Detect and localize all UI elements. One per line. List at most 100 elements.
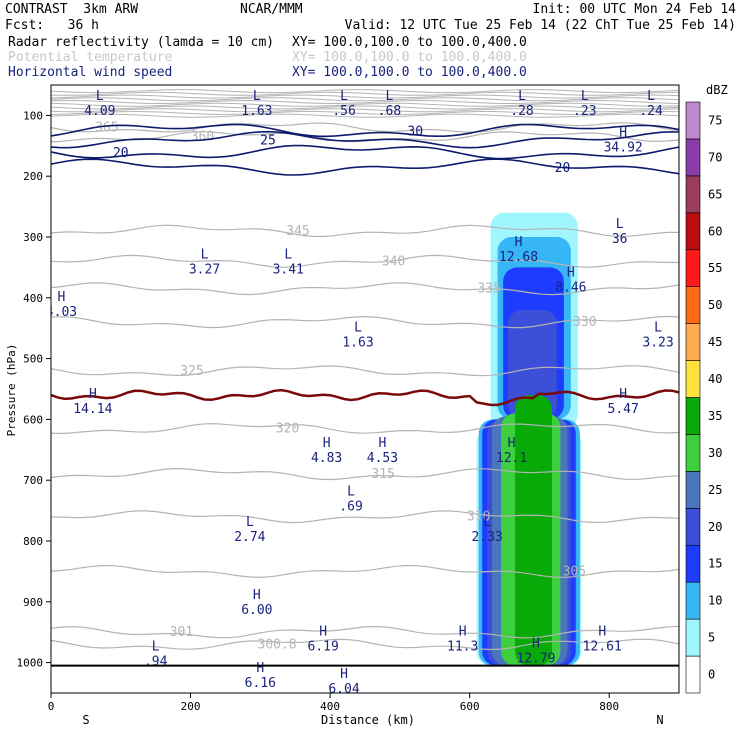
y-tick-label-400: 400: [23, 292, 43, 305]
colorbar-swatch-50: [685, 286, 701, 324]
extremum-H-20-value: 12.1: [496, 451, 527, 466]
extremum-H-30-letter: H: [256, 661, 264, 676]
upper-theta-line-0: [51, 89, 679, 94]
extremum-H-26-value: 11.3: [447, 639, 478, 654]
extremum-H-20-letter: H: [508, 436, 516, 451]
extremum-L-6-value: .24: [639, 104, 663, 119]
colorbar-label-75: 75: [708, 113, 722, 127]
y-tick-label-500: 500: [23, 353, 43, 366]
extremum-H-7-value: 34.92: [604, 141, 643, 156]
extremum-L-2-letter: L: [340, 89, 348, 104]
extremum-L-8-value: 36: [612, 232, 628, 247]
x-tick-label-800: 800: [599, 700, 619, 713]
colorbar-label-65: 65: [708, 187, 722, 201]
extremum-H-25-letter: H: [319, 624, 327, 639]
upper-theta-line-4: [51, 99, 679, 105]
extremum-L-22-letter: L: [246, 515, 254, 530]
extremum-L-1-value: 1.63: [241, 104, 272, 119]
theta-label-320: 320: [276, 422, 299, 437]
theta-contour-315: [51, 467, 679, 481]
plot-content: 365 360 345 340 335 330 325 320 315 310 305 301 300.…: [51, 89, 679, 697]
extremum-H-10-value: 8.46: [555, 281, 586, 296]
theta-contour-325: [51, 365, 679, 377]
extremum-L-14-value: 1.63: [342, 335, 373, 350]
y-tick-label-700: 700: [23, 474, 43, 487]
extremum-L-11-letter: L: [201, 247, 209, 262]
colorbar-swatch-0: [685, 655, 701, 694]
field-theta-xy: XY= 100.0,100.0 to 100.0,400.0: [292, 50, 527, 65]
reflectivity-cell-20dbz-7: [508, 309, 557, 420]
x-axis-label: Distance (km): [321, 713, 415, 727]
wind-label-20-0: 20: [113, 146, 129, 161]
extremum-L-15-letter: L: [654, 320, 662, 335]
x-tick-label-600: 600: [460, 700, 480, 713]
wind-contour-25-1: [51, 130, 679, 149]
extremum-H-26-letter: H: [459, 624, 467, 639]
theta-contour-335: [51, 282, 679, 296]
colorbar-swatch-40: [685, 360, 701, 398]
y-tick-label-200: 200: [23, 170, 43, 183]
colorbar-label-15: 15: [708, 557, 722, 571]
wind-label-20-3: 20: [555, 161, 571, 176]
colorbar-label-25: 25: [708, 483, 722, 497]
extremum-L-0-letter: L: [96, 89, 104, 104]
upper-theta-line-2: [51, 94, 679, 99]
extremum-L-1-letter: L: [253, 89, 261, 104]
plot-area: 365 360 345 340 335 330 325 320 315 310 305 301 300.…: [51, 89, 679, 697]
extremum-L-21-value: .69: [339, 499, 362, 514]
extremum-H-28-value: 12.61: [583, 639, 622, 654]
y-tick-label-100: 100: [23, 109, 43, 122]
theta-label-315: 315: [371, 467, 394, 482]
extremum-L-4-letter: L: [518, 89, 526, 104]
y-tick-label-300: 300: [23, 231, 43, 244]
colorbar-label-5: 5: [708, 631, 715, 645]
extremum-L-29-letter: L: [152, 639, 160, 654]
colorbar-swatch-30: [685, 434, 701, 472]
colorbar-label-20: 20: [708, 520, 722, 534]
theta-contour-340: [51, 254, 679, 268]
extremum-H-10-letter: H: [567, 266, 575, 281]
colorbar-swatch-60: [685, 212, 701, 251]
colorbar-swatch-65: [685, 175, 701, 214]
upper-theta-line-6: [51, 105, 679, 110]
colorbar-label-50: 50: [708, 298, 722, 312]
colorbar-label-45: 45: [708, 335, 722, 349]
extremum-L-8-letter: L: [616, 217, 624, 232]
colorbar-swatch-70: [685, 138, 701, 177]
zero-degree-line: [51, 388, 679, 407]
extremum-L-2-value: .56: [332, 104, 355, 119]
extremum-H-18-value: 4.83: [311, 451, 342, 466]
upper-theta-line-1: [51, 91, 679, 96]
wind-contour-20-3: [51, 158, 679, 176]
colorbar-swatch-15: [685, 544, 701, 583]
theta-label-340: 340: [382, 254, 405, 269]
x-tick-label-0: 0: [48, 700, 55, 713]
colorbar-label-30: 30: [708, 446, 722, 460]
y-tick-label-1000: 1000: [17, 657, 44, 670]
extremum-H-27-letter: H: [532, 636, 540, 651]
theta-contour-310: [51, 510, 679, 524]
extremum-H-30-value: 6.16: [245, 676, 276, 691]
extremum-H-17-letter: H: [619, 387, 627, 402]
y-tick-label-800: 800: [23, 535, 43, 548]
theta-contour-345: [51, 224, 679, 238]
extremum-H-9-value: 12.68: [499, 250, 538, 265]
theta-contour-320: [51, 423, 679, 435]
extremum-H-31-value: 6.04: [328, 682, 359, 697]
header-model: CONTRAST 3km ARW: [5, 2, 139, 17]
theta-contour-301: [51, 625, 679, 639]
extremum-L-14-letter: L: [354, 320, 362, 335]
upper-theta-line-7: [51, 108, 679, 113]
extremum-H-31-letter: H: [340, 667, 348, 682]
header-center: NCAR/MMM: [240, 2, 303, 17]
extremum-L-0-value: 4.09: [84, 104, 115, 119]
extremum-L-3-letter: L: [386, 89, 394, 104]
extremum-L-3-value: .68: [378, 104, 401, 119]
colorbar-swatch-5: [685, 618, 701, 657]
colorbar-label-0: 0: [708, 668, 715, 682]
south-label: S: [82, 713, 89, 727]
wind-label-30-2: 30: [407, 125, 423, 140]
wind-label-25-1: 25: [260, 134, 276, 149]
theta-label-325: 325: [180, 364, 203, 379]
wind-contour-20-0: [51, 144, 679, 160]
